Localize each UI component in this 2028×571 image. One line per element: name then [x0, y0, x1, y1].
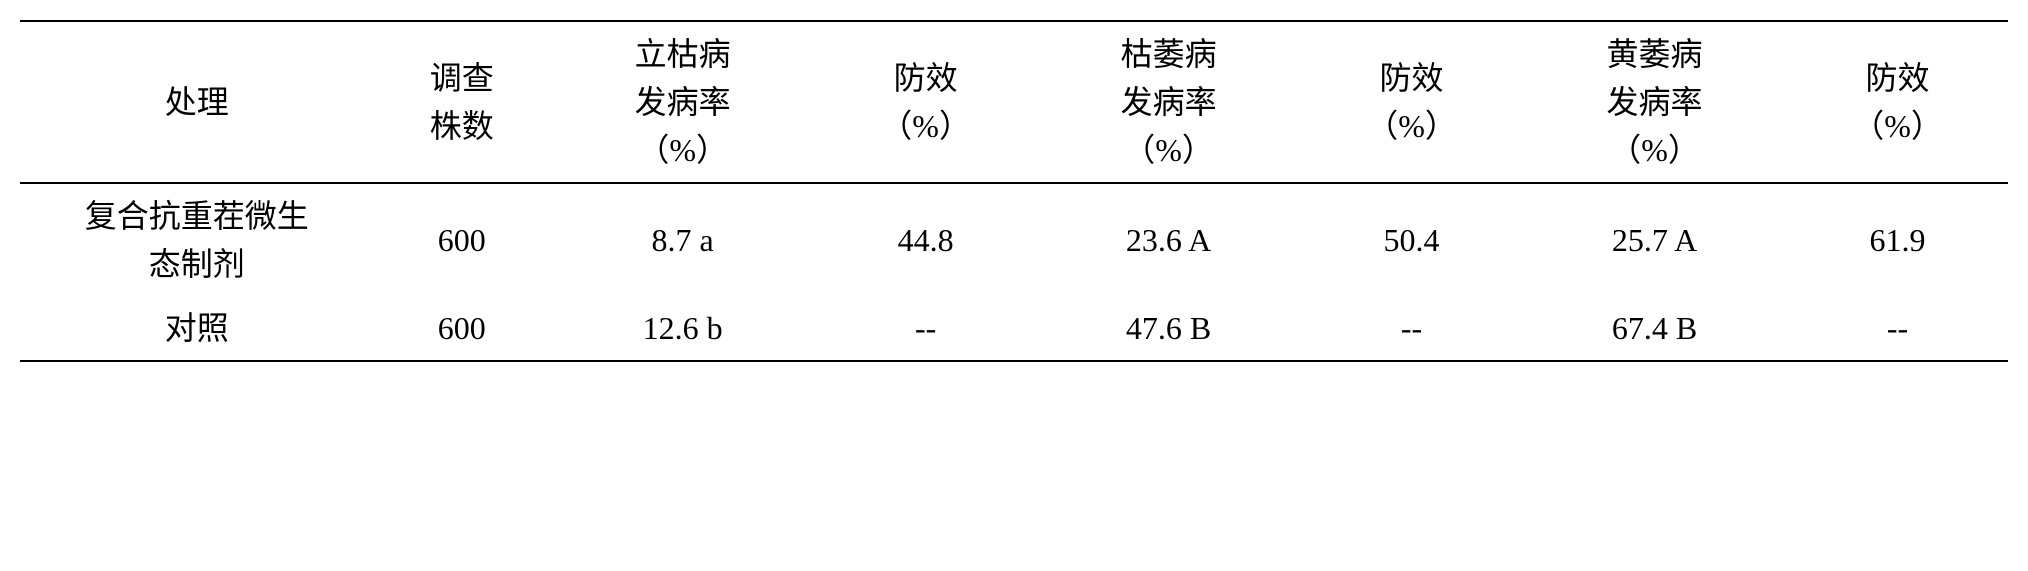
cell-damping-eff: 44.8	[815, 183, 1036, 296]
cell-treatment: 复合抗重茬微生态制剂	[20, 183, 373, 296]
cell-verticillium-eff: 61.9	[1787, 183, 2008, 296]
cell-fusarium-rate: 47.6 B	[1036, 296, 1301, 361]
table-header-row: 处理 调查株数 立枯病发病率（%） 防效（%） 枯萎病发病率（%） 防效（%） …	[20, 21, 2008, 183]
col-header-treatment: 处理	[20, 21, 373, 183]
cell-damping-rate: 8.7 a	[550, 183, 815, 296]
cell-damping-rate: 12.6 b	[550, 296, 815, 361]
col-header-fusarium-eff: 防效（%）	[1301, 21, 1522, 183]
col-header-verticillium-rate: 黄萎病发病率（%）	[1522, 21, 1787, 183]
col-header-plants: 调查株数	[373, 21, 550, 183]
col-header-damping-rate: 立枯病发病率（%）	[550, 21, 815, 183]
cell-fusarium-rate: 23.6 A	[1036, 183, 1301, 296]
cell-plants: 600	[373, 296, 550, 361]
cell-verticillium-rate: 67.4 B	[1522, 296, 1787, 361]
cell-treatment: 对照	[20, 296, 373, 361]
cell-verticillium-rate: 25.7 A	[1522, 183, 1787, 296]
cell-fusarium-eff: --	[1301, 296, 1522, 361]
col-header-verticillium-eff: 防效（%）	[1787, 21, 2008, 183]
table-row: 复合抗重茬微生态制剂 600 8.7 a 44.8 23.6 A 50.4 25…	[20, 183, 2008, 296]
col-header-damping-eff: 防效（%）	[815, 21, 1036, 183]
cell-verticillium-eff: --	[1787, 296, 2008, 361]
cell-damping-eff: --	[815, 296, 1036, 361]
cell-plants: 600	[373, 183, 550, 296]
col-header-fusarium-rate: 枯萎病发病率（%）	[1036, 21, 1301, 183]
cell-fusarium-eff: 50.4	[1301, 183, 1522, 296]
table-row: 对照 600 12.6 b -- 47.6 B -- 67.4 B --	[20, 296, 2008, 361]
disease-efficacy-table: 处理 调查株数 立枯病发病率（%） 防效（%） 枯萎病发病率（%） 防效（%） …	[20, 20, 2008, 362]
